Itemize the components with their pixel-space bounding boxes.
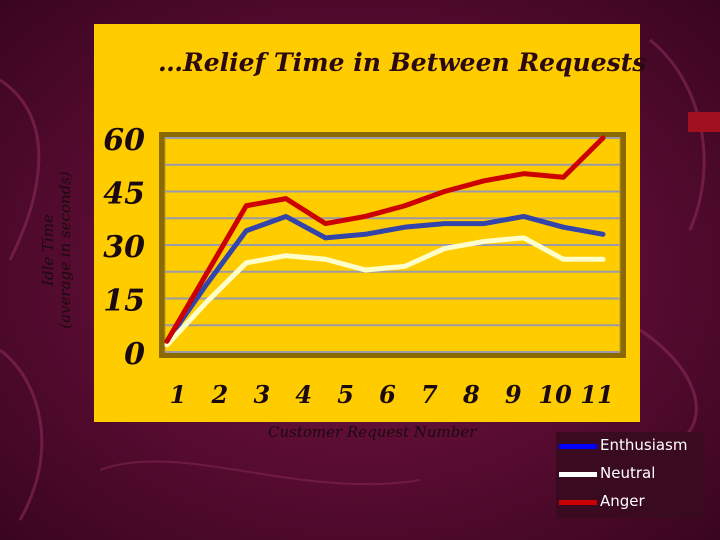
x-tick-label: 2 xyxy=(211,380,229,409)
x-tick-label: 4 xyxy=(295,380,312,409)
legend-swatch-enthusiasm xyxy=(559,444,597,449)
legend-item-neutral: Neutral xyxy=(556,460,704,488)
legend-item-enthusiasm: Enthusiasm xyxy=(556,432,704,460)
legend-label-anger: Anger xyxy=(600,492,645,510)
series-line-neutral xyxy=(164,235,606,348)
x-tick-label: 10 xyxy=(538,380,572,409)
x-tick-label: 11 xyxy=(580,380,613,409)
x-tick-label: 1 xyxy=(170,380,187,409)
x-tick-label: 7 xyxy=(421,380,438,409)
x-tick-label: 3 xyxy=(253,380,270,409)
legend-item-anger: Anger xyxy=(556,488,704,516)
legend-swatch-anger xyxy=(559,500,597,505)
y-tick-label: 45 xyxy=(103,177,145,212)
legend-swatch-neutral xyxy=(559,472,597,477)
series-line-anger xyxy=(164,135,606,344)
y-tick-label: 15 xyxy=(103,284,145,319)
x-tick-label: 5 xyxy=(337,380,354,409)
x-tick-label: 8 xyxy=(462,380,480,409)
series-line-enthusiasm xyxy=(164,213,606,344)
legend-label-neutral: Neutral xyxy=(600,464,656,482)
x-axis-label: Customer Request Number xyxy=(268,423,477,441)
legend: Enthusiasm Neutral Anger xyxy=(556,432,704,518)
x-tick-label: 9 xyxy=(505,380,522,409)
y-tick-label: 60 xyxy=(103,123,145,158)
y-tick-label: 0 xyxy=(124,337,145,372)
chart-title: …Relief Time in Between Requests xyxy=(158,48,647,77)
x-tick-label: 6 xyxy=(379,380,396,409)
legend-label-enthusiasm: Enthusiasm xyxy=(600,436,688,454)
y-tick-label: 30 xyxy=(103,230,145,265)
